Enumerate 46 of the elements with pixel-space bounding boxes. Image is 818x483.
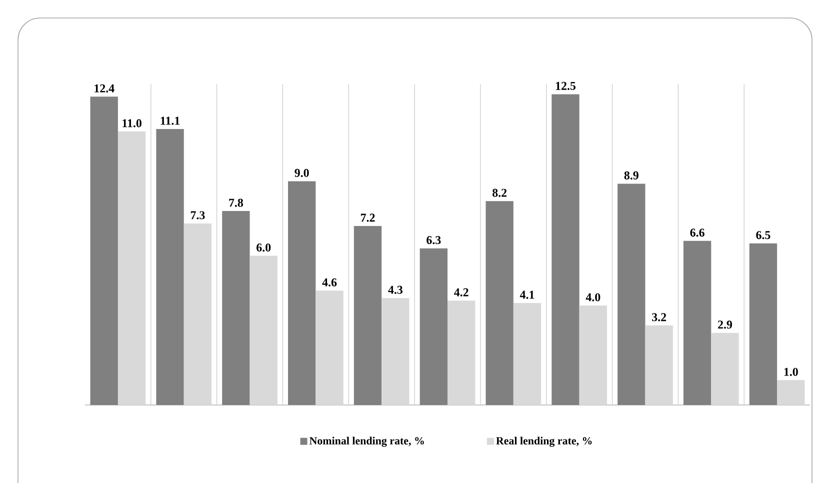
bar xyxy=(579,306,608,405)
bar xyxy=(618,184,646,405)
data-label: 2.9 xyxy=(718,320,732,329)
bar xyxy=(222,211,250,405)
data-label: 7.8 xyxy=(229,198,244,207)
data-label: 4.0 xyxy=(586,293,600,302)
bar xyxy=(683,240,712,405)
bar xyxy=(156,128,184,405)
bar xyxy=(486,201,514,405)
data-label: 8.2 xyxy=(492,188,507,197)
bar xyxy=(118,131,146,405)
data-label: 4.3 xyxy=(388,286,402,294)
data-label: 7.2 xyxy=(360,214,375,222)
bar xyxy=(184,223,212,405)
data-label: 4.6 xyxy=(322,278,337,286)
bar xyxy=(420,248,448,405)
bar xyxy=(250,256,278,405)
data-label: 3.2 xyxy=(652,313,666,322)
bar xyxy=(316,290,344,405)
data-label: 8.9 xyxy=(624,171,638,180)
data-label: 11.1 xyxy=(160,116,180,125)
bar xyxy=(513,303,542,405)
bar xyxy=(288,181,316,405)
bar xyxy=(552,94,580,405)
data-label: 6.6 xyxy=(690,228,704,237)
data-label: 6.5 xyxy=(756,231,770,240)
data-label: 4.2 xyxy=(454,288,468,296)
bar xyxy=(382,298,410,405)
legend-label: Real lending rate, % xyxy=(496,436,592,447)
data-label: 11.0 xyxy=(122,119,142,128)
bar xyxy=(749,243,778,405)
data-label: 6.3 xyxy=(426,236,441,244)
bar xyxy=(448,300,476,405)
data-label: 1.0 xyxy=(784,368,798,376)
legend-label: Nominal lending rate, % xyxy=(309,436,424,447)
bar xyxy=(354,226,382,405)
data-label: 12.4 xyxy=(94,84,114,92)
data-label: 6.0 xyxy=(256,243,271,252)
data-label: 9.0 xyxy=(294,168,309,178)
bar xyxy=(90,96,118,405)
data-label: 7.3 xyxy=(190,211,205,220)
bar xyxy=(711,332,739,405)
bar xyxy=(777,380,805,405)
data-label: 4.1 xyxy=(520,290,534,299)
bar xyxy=(645,325,673,405)
data-label: 12.5 xyxy=(556,82,576,90)
